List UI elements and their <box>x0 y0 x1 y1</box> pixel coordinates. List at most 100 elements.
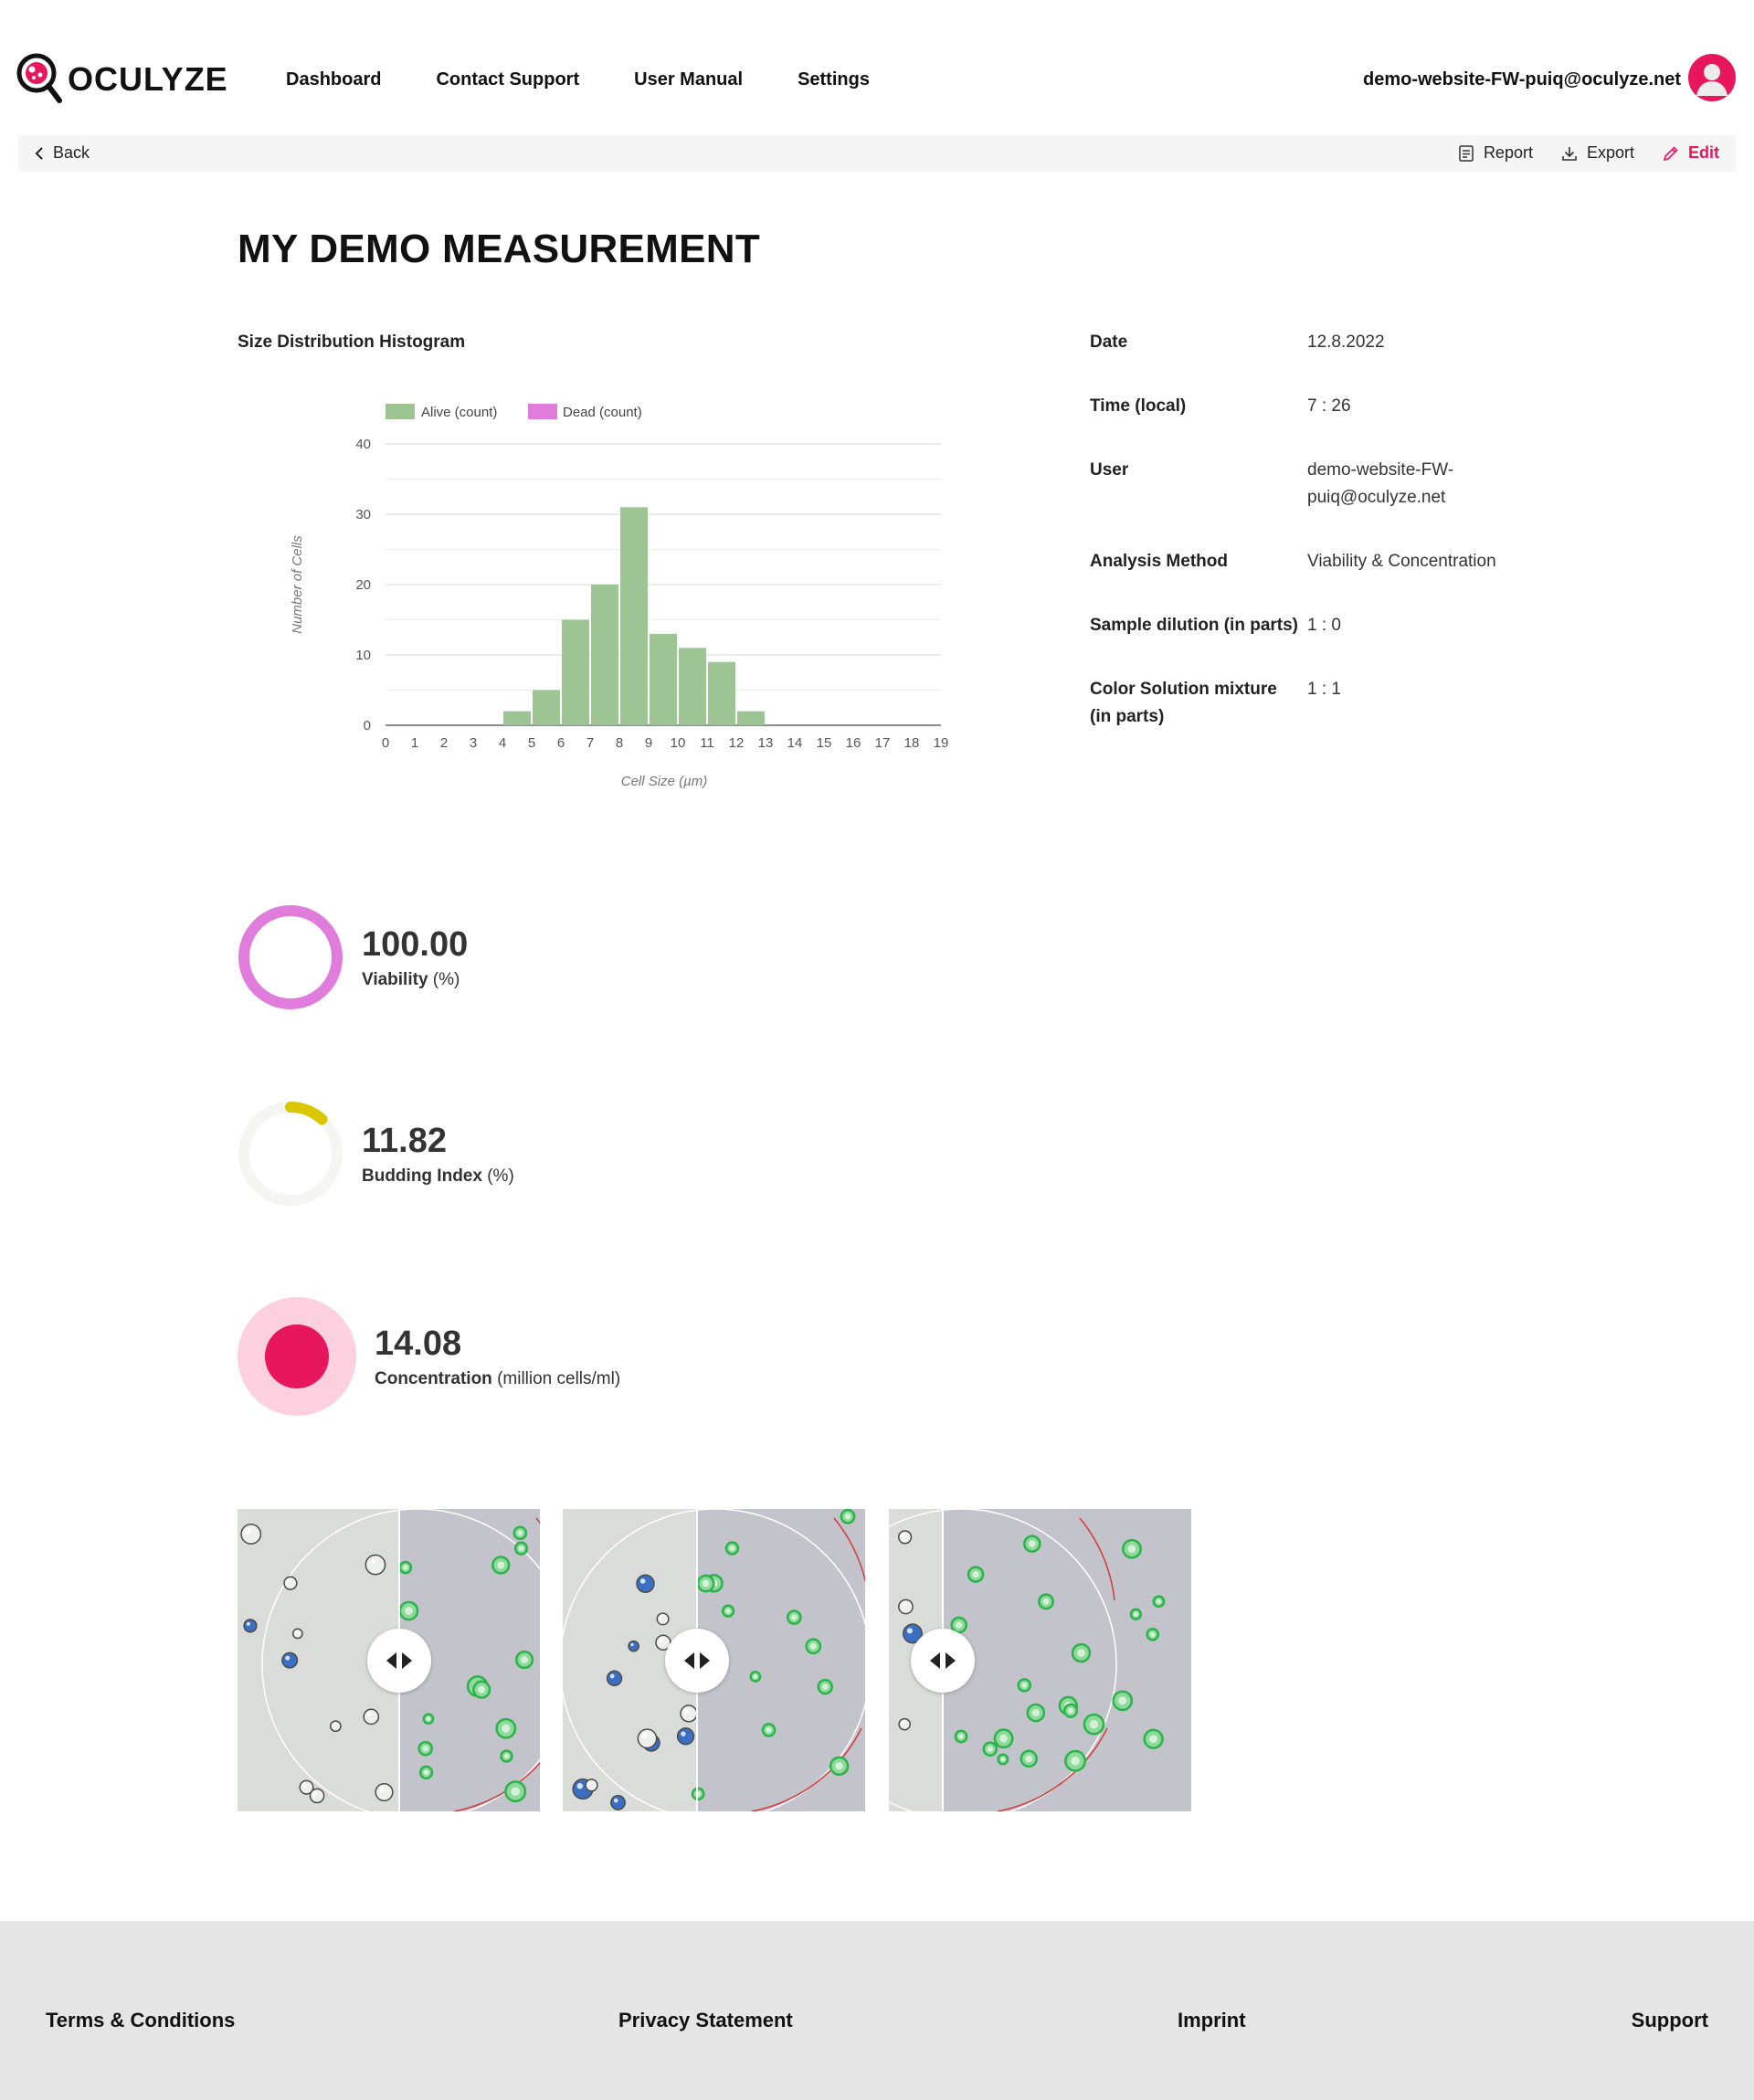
x-tick-label: 17 <box>875 735 891 751</box>
x-tick-label: 4 <box>499 735 506 751</box>
budding-index-ring-arc <box>238 1102 343 1206</box>
histogram-bar <box>562 619 589 725</box>
image-compare-slider-3[interactable] <box>889 1509 1191 1811</box>
viability-unit: (%) <box>432 970 460 989</box>
x-tick-label: 10 <box>671 735 686 751</box>
logo-text: OCULYZE <box>68 60 228 98</box>
concentration-label: Concentration <box>375 1369 492 1388</box>
image-compare-slider-1[interactable] <box>238 1509 540 1811</box>
nav-dashboard[interactable]: Dashboard <box>286 69 382 90</box>
viability-label: Viability <box>362 970 428 989</box>
arrow-right-icon <box>402 1652 412 1669</box>
edit-label: Edit <box>1688 143 1719 162</box>
legend-label-dead: Dead (count) <box>563 405 642 420</box>
x-tick-label: 19 <box>934 735 949 751</box>
edit-button[interactable]: Edit <box>1662 143 1719 163</box>
nav-settings[interactable]: Settings <box>798 69 870 90</box>
histogram-bar <box>650 633 677 725</box>
info-row-analysis-method: Analysis Method Viability & Concentratio… <box>1090 548 1565 612</box>
nav-contact-support[interactable]: Contact Support <box>436 69 580 90</box>
measurement-toolbar: Back Report Export Edit <box>18 135 1736 172</box>
info-value: 7 : 26 <box>1307 396 1351 416</box>
viability-ring-chart <box>238 905 343 1009</box>
legend-label-alive: Alive (count) <box>421 405 497 420</box>
x-tick-label: 6 <box>557 735 565 751</box>
histogram-bar <box>503 711 531 725</box>
x-tick-label: 15 <box>817 735 832 751</box>
slider-handle[interactable] <box>665 1629 729 1693</box>
download-icon <box>1562 146 1577 161</box>
image-compare-slider-2[interactable] <box>563 1509 865 1811</box>
user-email[interactable]: demo-website-FW-puiq@oculyze.net <box>1363 69 1681 90</box>
footer: Terms & Conditions Privacy Statement Imp… <box>0 1921 1754 2100</box>
concentration-unit: (million cells/ml) <box>497 1369 621 1388</box>
arrow-right-icon <box>700 1652 710 1669</box>
report-label: Report <box>1483 143 1533 162</box>
histogram-title: Size Distribution Histogram <box>238 332 466 352</box>
measurement-details: Date 12.8.2022 Time (local) 7 : 26 User … <box>1090 329 1565 740</box>
budding-index-label: Budding Index <box>362 1166 482 1186</box>
info-value: Viability & Concentration <box>1307 552 1496 571</box>
x-tick-label: 12 <box>729 735 745 751</box>
info-value: 1 : 1 <box>1307 680 1341 699</box>
info-value: 1 : 0 <box>1307 616 1341 635</box>
user-avatar-icon[interactable] <box>1688 54 1736 101</box>
info-key: Analysis Method <box>1090 552 1228 571</box>
info-key: Time (local) <box>1090 396 1187 416</box>
info-row-color-solution: Color Solution mixture (in parts) 1 : 1 <box>1090 676 1565 740</box>
footer-privacy-link[interactable]: Privacy Statement <box>618 2009 793 2031</box>
slider-handle[interactable] <box>911 1629 975 1693</box>
info-row-user: User demo-website-FW-puiq@oculyze.net <box>1090 457 1565 548</box>
magnifier-logo-icon <box>16 53 62 103</box>
x-tick-label: 7 <box>586 735 594 751</box>
info-key: Sample dilution (in parts) <box>1090 616 1299 635</box>
budding-index-unit: (%) <box>487 1166 514 1186</box>
info-value: demo-website-FW-puiq@oculyze.net <box>1307 460 1454 507</box>
histogram-bar <box>591 585 618 725</box>
x-tick-label: 11 <box>700 735 714 751</box>
budding-index-value: 11.82 <box>362 1122 447 1160</box>
y-tick-label: 20 <box>355 577 371 593</box>
x-tick-label: 9 <box>645 735 652 751</box>
footer-support-link[interactable]: Support <box>1631 2009 1708 2031</box>
x-axis-label: Cell Size (µm) <box>621 774 707 789</box>
info-value: 12.8.2022 <box>1307 332 1385 352</box>
oculyze-logo[interactable]: OCULYZE <box>16 53 228 106</box>
footer-imprint-link[interactable]: Imprint <box>1178 2009 1246 2031</box>
main-nav: Dashboard Contact Support User Manual Se… <box>286 69 870 90</box>
concentration-metric: 14.08 Concentration (million cells/ml) <box>238 1297 620 1416</box>
top-navigation-bar: OCULYZE Dashboard Contact Support User M… <box>0 0 1754 128</box>
microscope-image <box>889 1509 1191 1811</box>
arrow-left-icon <box>684 1652 694 1669</box>
export-button[interactable]: Export <box>1560 143 1634 163</box>
histogram-bar <box>737 711 765 725</box>
slider-handle[interactable] <box>367 1629 431 1693</box>
back-button[interactable]: Back <box>35 143 90 163</box>
x-tick-label: 2 <box>440 735 448 751</box>
footer-terms-link[interactable]: Terms & Conditions <box>46 2009 236 2031</box>
chevron-left-icon <box>35 146 43 160</box>
pencil-icon <box>1663 145 1678 161</box>
budding-index-ring-chart <box>238 1102 343 1206</box>
page-title: MY DEMO MEASUREMENT <box>238 227 761 271</box>
nav-user-manual[interactable]: User Manual <box>634 69 744 90</box>
x-tick-label: 1 <box>411 735 418 751</box>
document-icon <box>1459 144 1474 162</box>
legend-swatch-alive <box>386 404 415 419</box>
y-tick-label: 40 <box>355 437 371 452</box>
concentration-dot-icon <box>238 1297 356 1416</box>
info-key: Color Solution mixture (in parts) <box>1090 680 1277 726</box>
x-tick-label: 13 <box>758 735 774 751</box>
report-button[interactable]: Report <box>1457 143 1533 163</box>
x-tick-label: 16 <box>846 735 861 751</box>
arrow-left-icon <box>386 1652 396 1669</box>
viability-value: 100.00 <box>362 925 469 964</box>
arrow-right-icon <box>946 1652 956 1669</box>
budding-index-metric: 11.82 Budding Index (%) <box>238 1101 514 1207</box>
x-tick-label: 0 <box>382 735 389 751</box>
info-row-date: Date 12.8.2022 <box>1090 329 1565 393</box>
x-tick-label: 8 <box>616 735 623 751</box>
export-label: Export <box>1586 143 1634 162</box>
info-key: Date <box>1090 332 1128 352</box>
